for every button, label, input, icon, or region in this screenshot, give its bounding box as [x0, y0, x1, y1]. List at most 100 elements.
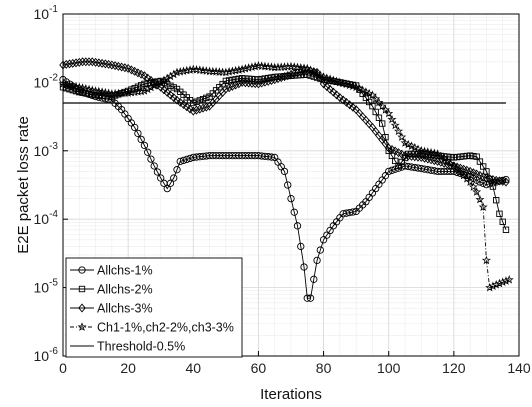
data-point	[228, 81, 237, 91]
data-point	[144, 148, 152, 156]
data-point	[245, 75, 252, 82]
data-point	[404, 151, 413, 161]
x-tick-label: 100	[377, 360, 401, 376]
data-point	[313, 67, 321, 77]
data-point	[82, 57, 90, 67]
plot-frame	[62, 13, 520, 357]
x-tick-label: 60	[251, 360, 267, 376]
data-point	[349, 208, 357, 216]
data-point	[374, 97, 384, 107]
data-point	[313, 256, 321, 265]
data-point	[478, 202, 488, 212]
data-point	[326, 84, 334, 94]
data-point	[248, 78, 256, 88]
data-point	[264, 76, 272, 86]
data-point	[234, 65, 244, 74]
data-point	[459, 170, 469, 180]
data-point	[224, 67, 234, 76]
data-point	[453, 153, 461, 161]
data-point	[307, 72, 314, 79]
legend-item: Allchs-2%	[70, 283, 153, 297]
data-point	[231, 80, 240, 90]
data-point	[248, 75, 256, 83]
data-point	[316, 246, 324, 254]
series-2	[59, 71, 510, 233]
data-point	[366, 98, 373, 106]
data-point	[452, 164, 462, 174]
data-point	[498, 277, 508, 287]
data-point	[185, 65, 195, 74]
data-point	[336, 93, 344, 103]
data-point	[137, 135, 145, 144]
data-point	[79, 89, 86, 96]
data-point	[147, 155, 155, 163]
series-3	[59, 57, 510, 187]
x-tick-label: 0	[59, 360, 67, 376]
data-point	[310, 73, 317, 80]
data-point	[225, 77, 233, 84]
x-tick-label: 40	[185, 360, 201, 376]
data-point	[274, 74, 282, 84]
data-point	[247, 62, 257, 72]
data-point	[170, 174, 178, 182]
data-point	[303, 294, 311, 302]
data-point	[72, 58, 80, 68]
data-point	[126, 87, 136, 97]
legend: Allchs-1% Allchs-2% Allchs-3% Ch1-1%,ch2-2%…	[65, 257, 243, 358]
data-point	[193, 98, 200, 105]
data-point	[384, 108, 394, 118]
data-point	[277, 73, 286, 83]
data-point	[169, 69, 179, 79]
data-point	[156, 77, 166, 87]
data-point	[310, 275, 318, 283]
data-point	[501, 276, 511, 285]
data-point	[134, 83, 142, 90]
data-point	[375, 114, 383, 121]
data-point	[152, 79, 162, 88]
data-point	[362, 94, 370, 102]
data-point	[293, 68, 302, 78]
data-point	[242, 75, 249, 82]
series-layer	[58, 57, 514, 302]
data-point	[398, 158, 405, 166]
data-point	[293, 222, 302, 230]
y-axis-title: E2E packet loss rate	[15, 116, 32, 254]
data-point	[410, 152, 419, 162]
data-point	[257, 78, 266, 88]
x-tick-label: 140	[507, 360, 531, 376]
data-point	[108, 93, 116, 100]
data-point	[392, 157, 399, 165]
data-point	[388, 166, 396, 174]
data-point	[475, 194, 485, 204]
data-point	[85, 57, 93, 67]
data-point	[244, 63, 254, 72]
data-point	[481, 255, 491, 265]
data-point	[169, 93, 178, 103]
data-point	[166, 90, 175, 100]
data-point	[332, 90, 341, 100]
data-point	[140, 141, 149, 150]
data-point	[455, 167, 465, 177]
data-point	[468, 182, 478, 191]
data-point	[329, 87, 338, 97]
data-point	[202, 102, 211, 112]
data-point	[300, 263, 308, 271]
y-tick-label: 10-6	[34, 346, 59, 364]
data-point	[225, 83, 233, 93]
y-tick-label: 10-4	[34, 209, 59, 227]
legend-item: Ch1-1%,ch2-2%,ch3-3%	[70, 321, 234, 335]
series-line	[62, 79, 507, 299]
data-point	[149, 81, 159, 90]
data-point	[238, 75, 246, 82]
data-point	[133, 87, 143, 96]
data-point	[414, 152, 422, 162]
data-point	[466, 152, 474, 159]
data-point	[139, 86, 149, 95]
data-point	[68, 58, 77, 68]
data-point	[65, 59, 74, 69]
data-point	[342, 97, 351, 107]
data-point	[222, 84, 230, 94]
x-tick-label: 20	[120, 360, 136, 376]
data-point	[283, 71, 292, 81]
